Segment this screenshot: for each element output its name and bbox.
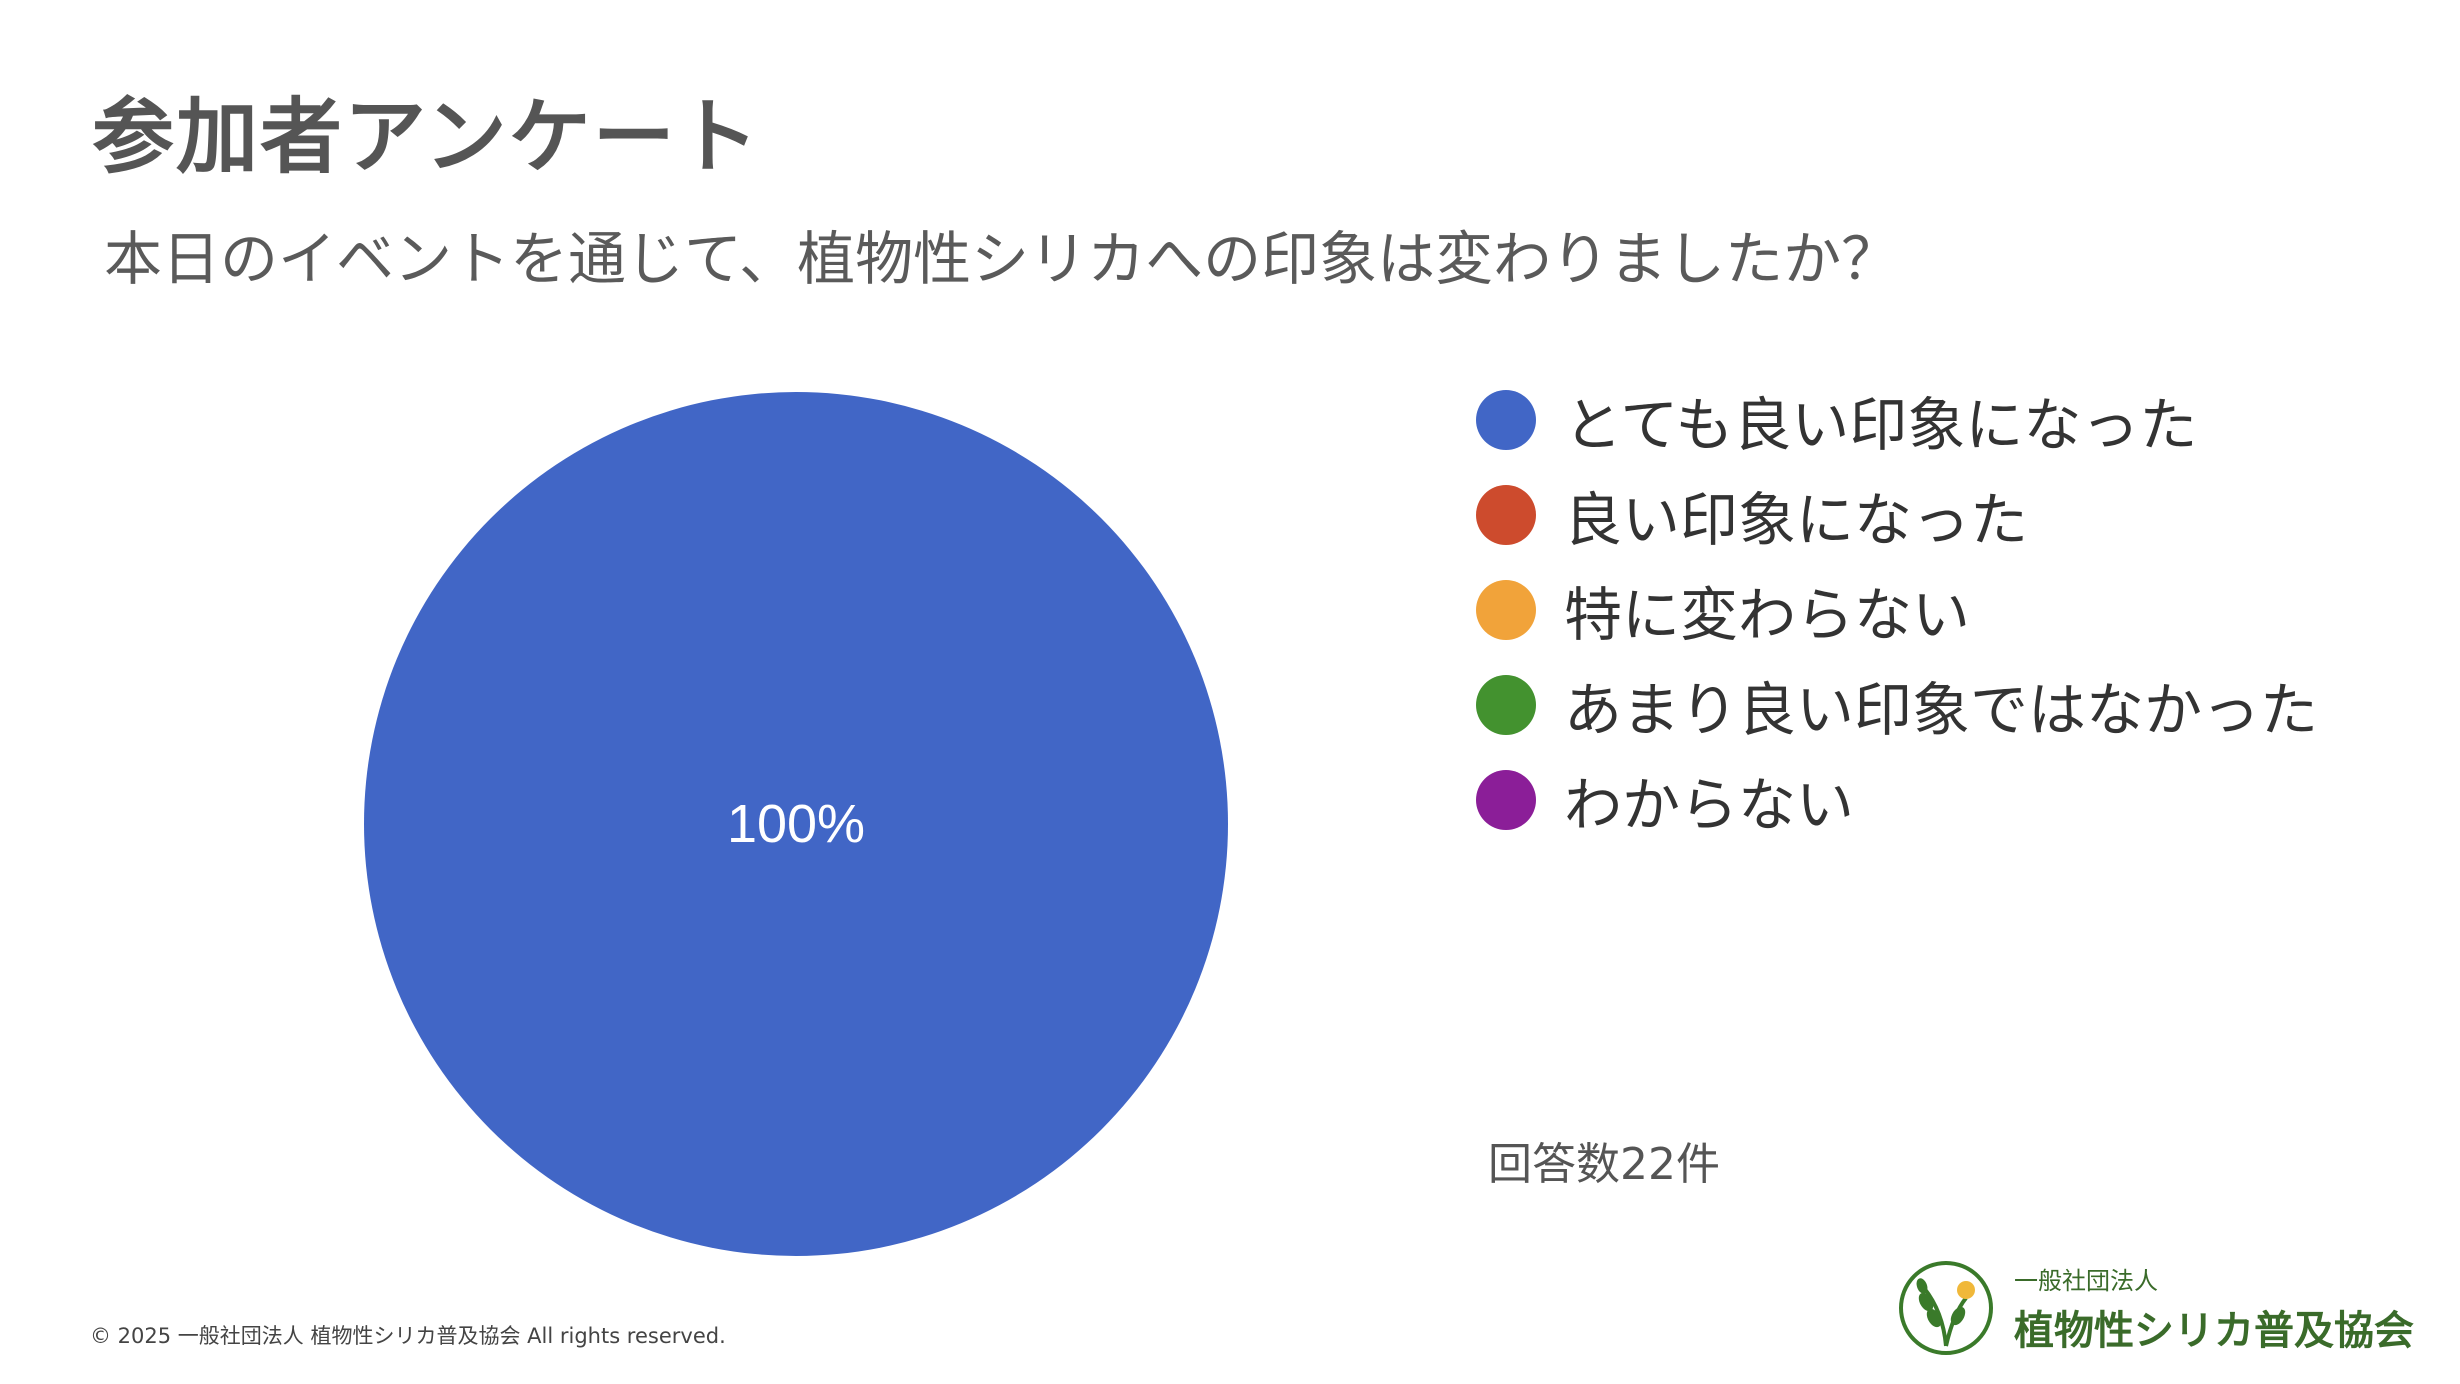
legend-swatch [1476, 484, 1536, 545]
legend-label: とても良い印象になった [1564, 390, 2198, 459]
pie-slice-label: 100% [727, 794, 865, 854]
copyright-notice: © 2025 一般社団法人 植物性シリカ普及協会 All rights rese… [90, 1324, 726, 1348]
page-title: 参加者アンケート [92, 90, 761, 185]
pie-chart: 100% [364, 392, 1228, 1256]
legend-item: 良い印象になった [1476, 467, 2318, 562]
legend-label: 特に変わらない [1564, 580, 1971, 649]
legend-swatch [1476, 579, 1536, 640]
legend-swatch [1476, 674, 1536, 735]
legend-item: わからない [1476, 752, 2318, 847]
logo-subtitle: 一般社団法人 [2014, 1266, 2158, 1295]
chart-legend: とても良い印象になった 良い印象になった 特に変わらない あまり良い印象ではなか… [1476, 372, 2318, 847]
legend-label: わからない [1564, 770, 1855, 839]
response-count: 回答数22件 [1488, 1139, 1720, 1190]
legend-label: 良い印象になった [1564, 485, 2029, 554]
legend-item: あまり良い印象ではなかった [1476, 657, 2318, 752]
rice-plant-logo-icon [1899, 1261, 1993, 1355]
legend-item: 特に変わらない [1476, 562, 2318, 657]
legend-swatch [1476, 389, 1536, 450]
legend-item: とても良い印象になった [1476, 372, 2318, 467]
survey-question: 本日のイベントを通じて、植物性シリカへの印象は変わりましたか？ [104, 225, 1900, 293]
pie-slice [364, 392, 1228, 1256]
legend-label: あまり良い印象ではなかった [1564, 675, 2319, 744]
legend-swatch [1476, 769, 1536, 830]
logo-name: 植物性シリカ普及協会 [2014, 1306, 2414, 1354]
organization-logo: 一般社団法人 植物性シリカ普及協会 [1896, 1258, 2414, 1358]
